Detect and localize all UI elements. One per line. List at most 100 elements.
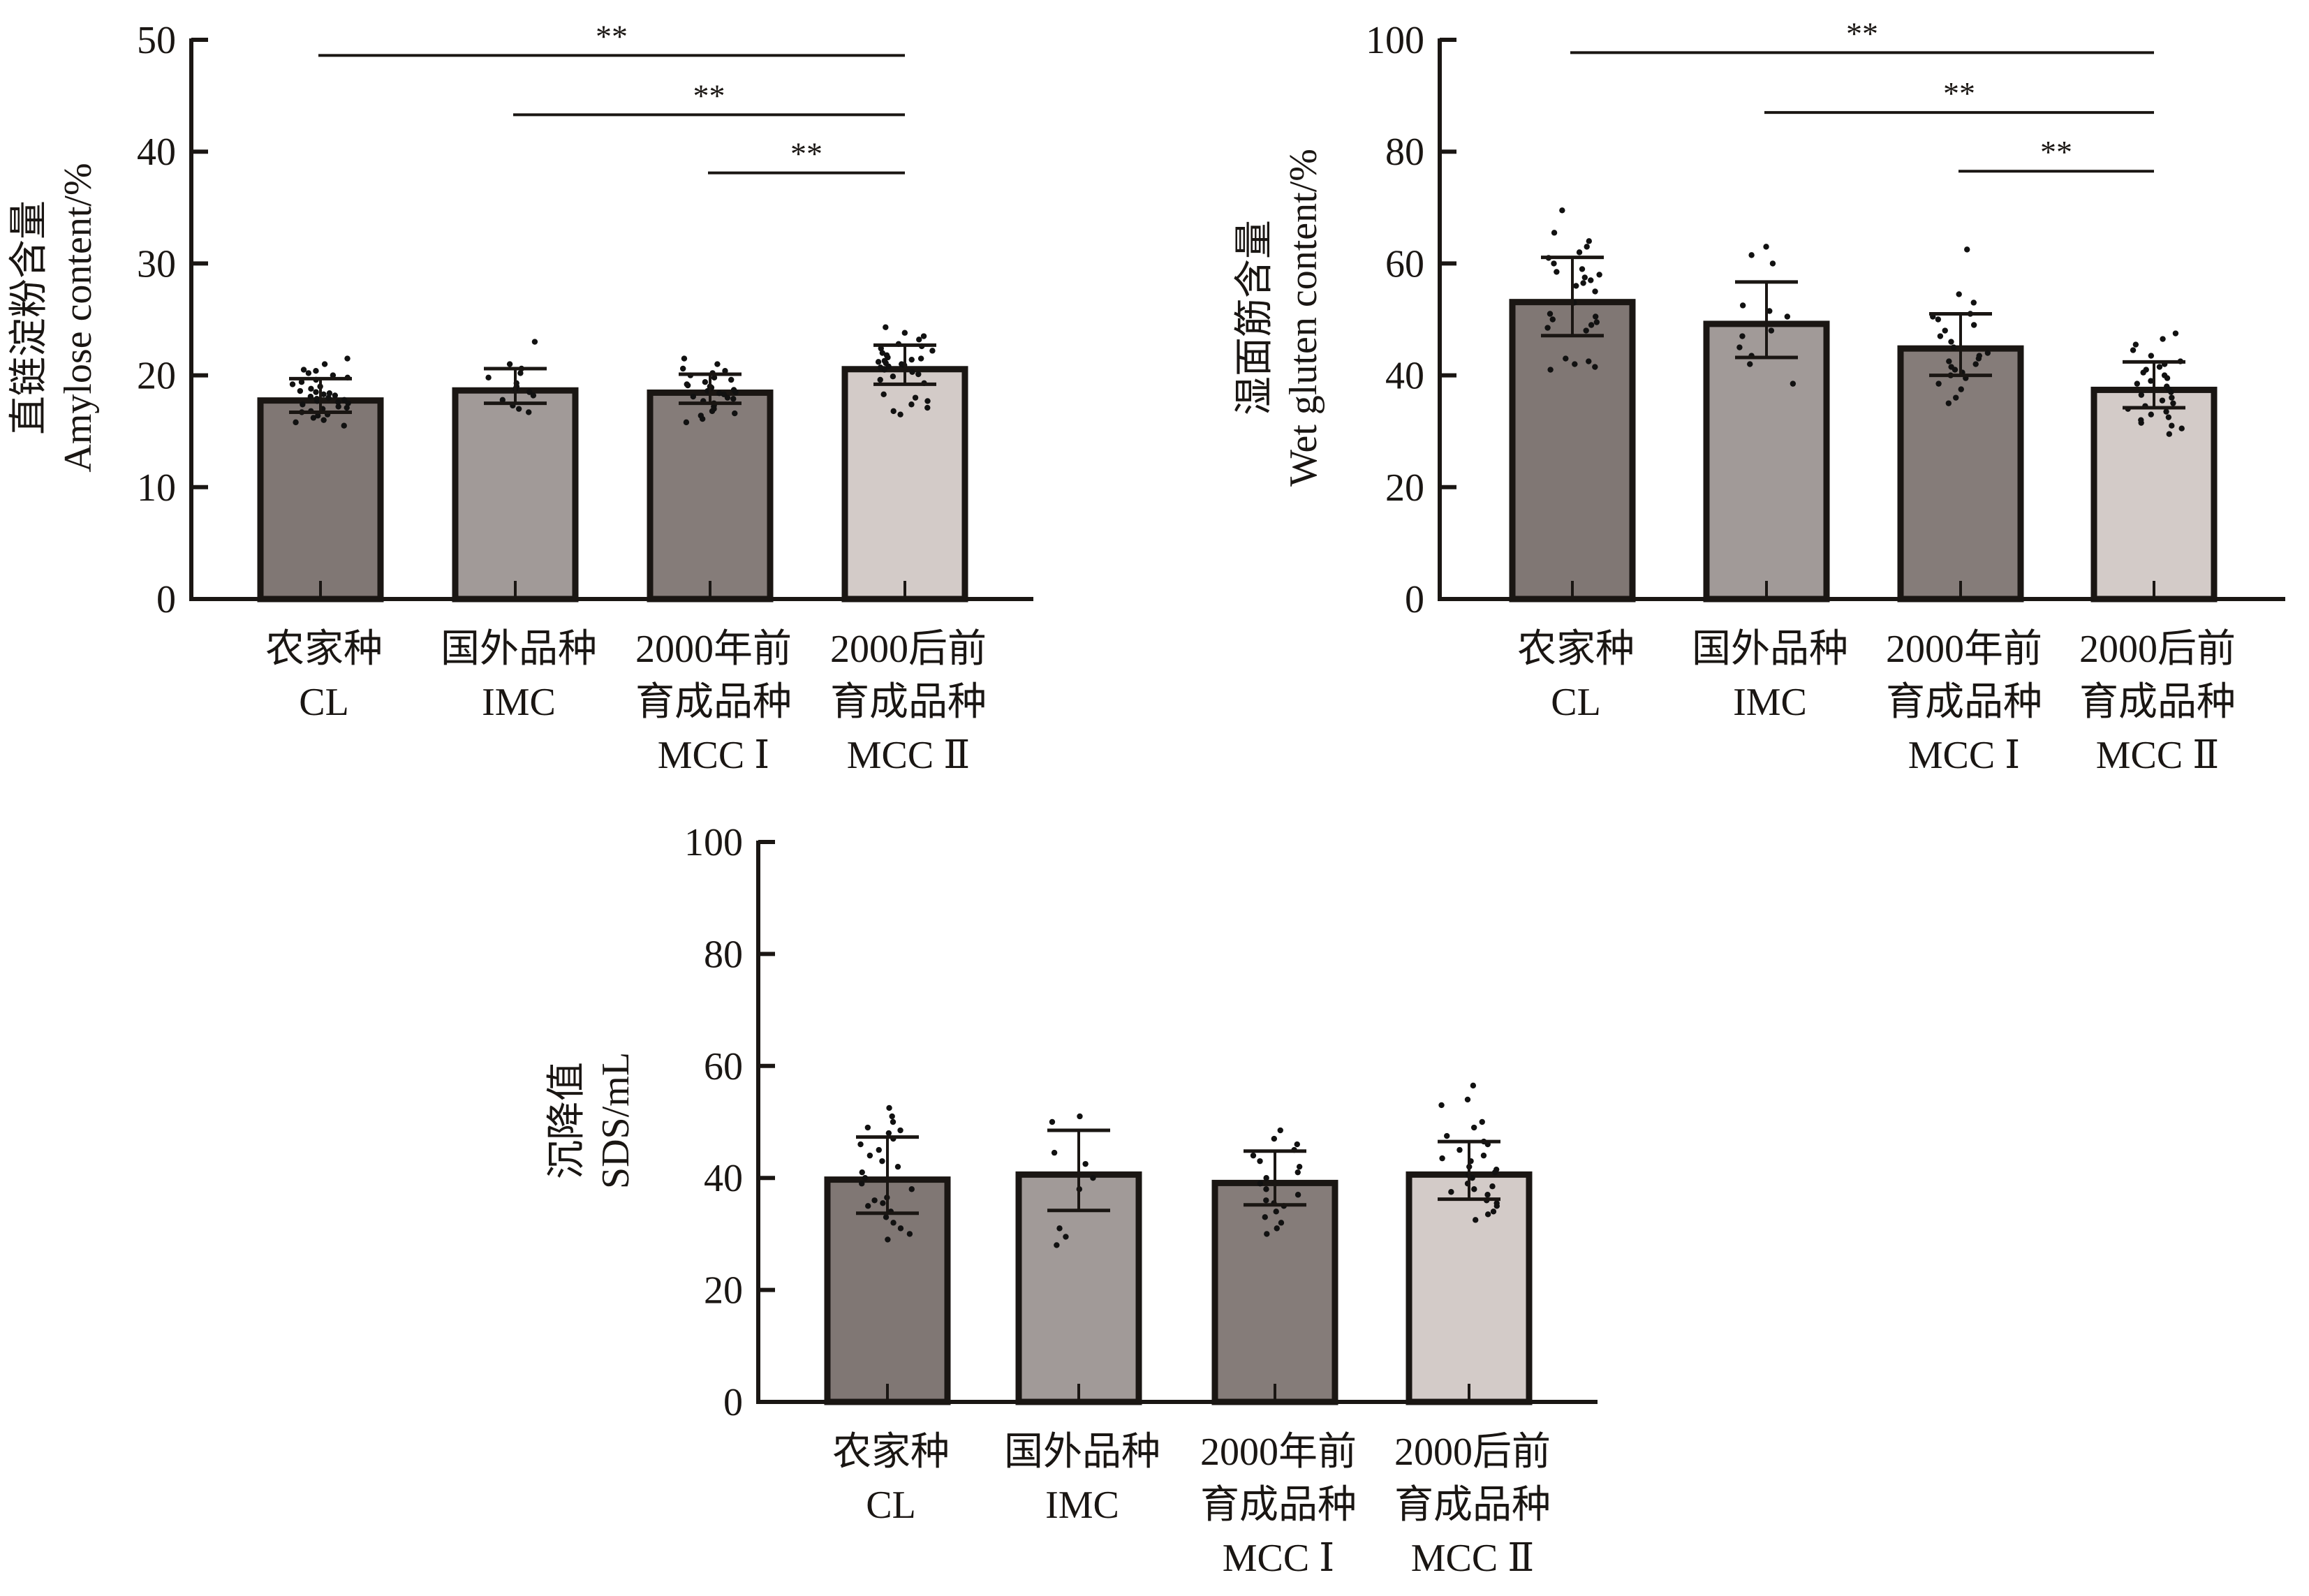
y-axis-title-cn: 沉降值: [545, 1062, 589, 1179]
data-point: [871, 1197, 878, 1204]
bar-mcc-ⅱ: [2090, 386, 2218, 603]
data-point: [1544, 325, 1551, 331]
data-point: [1490, 1209, 1497, 1215]
data-point: [1739, 302, 1746, 309]
data-point: [2132, 341, 2139, 348]
data-point: [1592, 288, 1598, 295]
data-point: [721, 391, 728, 398]
data-point: [1054, 1242, 1060, 1248]
data-point: [683, 419, 690, 426]
data-point: [1051, 1149, 1058, 1156]
data-point: [684, 381, 690, 387]
data-point: [917, 355, 924, 362]
data-point: [1748, 252, 1755, 258]
significance-label: **: [1943, 75, 1975, 111]
significance-label: **: [596, 18, 628, 54]
x-category-label: 育成品种: [1394, 1484, 1551, 1527]
data-point: [1439, 1155, 1445, 1162]
data-point: [1464, 1096, 1471, 1103]
data-point: [2138, 417, 2144, 423]
data-point: [1572, 361, 1578, 367]
data-point: [1769, 260, 1776, 267]
x-category-label: 育成品种: [635, 681, 792, 724]
data-point: [1739, 333, 1746, 339]
data-point: [2165, 414, 2172, 420]
data-point: [298, 379, 305, 385]
x-category-label: MCC Ⅰ: [1223, 1537, 1335, 1580]
data-point: [1257, 1181, 1264, 1187]
data-point: [1946, 358, 1952, 364]
data-point: [2148, 411, 2154, 418]
bar-mcc-ⅰ: [1211, 1179, 1338, 1405]
data-point: [890, 1118, 897, 1125]
data-point: [883, 324, 889, 330]
y-tick-label: 100: [684, 821, 743, 864]
data-point: [1766, 308, 1773, 314]
data-point: [2130, 347, 2137, 353]
data-point: [1592, 313, 1599, 320]
x-category-label: 育成品种: [2079, 681, 2236, 724]
data-point: [866, 1152, 873, 1159]
data-point: [1262, 1214, 1268, 1220]
data-point: [1596, 272, 1602, 278]
data-point: [1470, 1082, 1477, 1089]
x-category-label: 农家种: [832, 1431, 950, 1474]
sds-sedimentation-chart: 沉降值 SDS/mL 0 20 40 60 80 100 农家种 CL 国外品种 IMC 2000年…: [545, 821, 1598, 1580]
data-point: [289, 381, 296, 387]
data-point: [2166, 431, 2173, 437]
data-point: [313, 389, 319, 395]
data-point: [531, 339, 538, 345]
data-point: [908, 356, 915, 363]
y-axis-title-cn: 直链淀粉含量: [8, 200, 51, 435]
data-point: [300, 401, 306, 408]
data-point: [1559, 207, 1565, 214]
data-point: [2172, 330, 2179, 337]
data-point: [313, 396, 320, 402]
x-category-label: CL: [1551, 681, 1601, 724]
data-point: [1736, 344, 1743, 350]
amylose-chart: 直链淀粉含量 Amylose content/% 0 10 20 30 40 50 农家种 C…: [8, 18, 1033, 777]
x-category-label: 育成品种: [1886, 681, 2042, 724]
data-point: [305, 370, 312, 376]
y-axis-title-en: Wet gluten content/%: [1282, 149, 1325, 487]
data-point: [1573, 283, 1579, 289]
data-point: [341, 422, 347, 429]
data-point: [929, 348, 936, 354]
data-point: [1444, 1132, 1450, 1139]
data-point: [1271, 1135, 1278, 1142]
y-axis-title-en: SDS/mL: [594, 1052, 637, 1189]
y-tick-label: 40: [1385, 355, 1424, 398]
x-category-label: 2000后前: [830, 628, 987, 671]
data-point: [485, 374, 492, 381]
x-category-label: CL: [299, 681, 349, 724]
data-point: [345, 400, 351, 406]
data-point: [1586, 358, 1592, 364]
data-point: [1263, 1197, 1269, 1204]
bar-cl: [824, 1176, 951, 1405]
y-tick-label: 60: [1385, 242, 1424, 286]
data-point: [1958, 386, 1964, 392]
y-tick-label: 50: [137, 19, 176, 62]
x-category-label: IMC: [1733, 681, 1807, 724]
data-point: [924, 398, 931, 404]
x-category-label: CL: [866, 1484, 916, 1527]
data-point: [1077, 1113, 1083, 1120]
data-point: [1493, 1166, 1500, 1173]
data-point: [326, 390, 333, 397]
significance-label: **: [2040, 134, 2072, 170]
y-tick-label: 80: [1385, 131, 1424, 174]
data-point: [297, 387, 304, 394]
y-tick-label: 20: [137, 355, 176, 398]
data-point: [924, 404, 931, 411]
y-tick-label: 20: [1385, 466, 1424, 510]
data-point: [864, 1124, 871, 1131]
data-point: [1473, 1217, 1479, 1223]
data-point: [1456, 1146, 1463, 1153]
significance-label: **: [1846, 15, 1878, 51]
x-category-label: MCC Ⅰ: [658, 734, 770, 777]
data-point: [332, 392, 339, 399]
data-point: [875, 359, 882, 365]
y-tick-label: 10: [137, 466, 176, 510]
data-point: [920, 333, 927, 339]
data-point: [325, 394, 332, 401]
